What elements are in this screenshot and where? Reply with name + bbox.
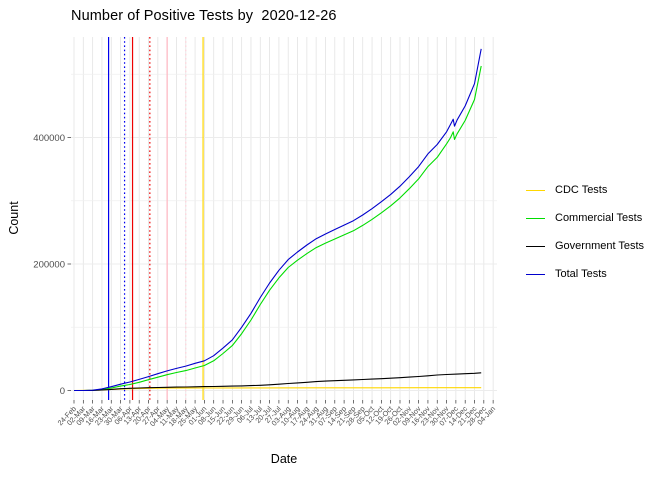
x-gridlines [73,37,494,400]
legend-item-government-tests: Government Tests [526,232,644,260]
legend-item-label: Total Tests [555,268,607,280]
legend: CDC Tests Commercial Tests Government Test… [526,176,644,288]
legend-key-line [526,217,545,219]
legend-item-cdc-tests: CDC Tests [526,176,644,204]
y-tick-labels: 0 200000 400000 [33,133,71,397]
x-tick-marks [73,400,494,404]
legend-item-label: CDC Tests [555,184,608,196]
legend-item-commercial-tests: Commercial Tests [526,204,644,232]
legend-item-total-tests: Total Tests [526,260,644,288]
y-gridlines [71,73,497,391]
series-lines [73,48,482,392]
y-tick-label: 0 [60,386,65,397]
series-commercial-tests-line [74,65,482,392]
legend-item-label: Commercial Tests [555,212,643,224]
legend-item-label: Government Tests [555,240,645,252]
chart-title: Number of Positive Tests by 2020-12-26 [71,8,337,24]
x-axis-title: Date [270,452,298,466]
legend-key-line [526,189,545,191]
y-tick-label: 200000 [33,259,65,270]
legend-key-line [526,245,545,247]
series-total-tests-line [74,48,482,392]
x-tick-labels: 24-Feb02-Mar09-Mar16-Mar23-Mar30-Mar06-A… [56,404,497,428]
y-tick-label: 400000 [33,133,65,144]
legend-key-line [526,273,545,275]
reference-vlines [107,37,204,400]
series-government-tests-line [74,372,482,392]
